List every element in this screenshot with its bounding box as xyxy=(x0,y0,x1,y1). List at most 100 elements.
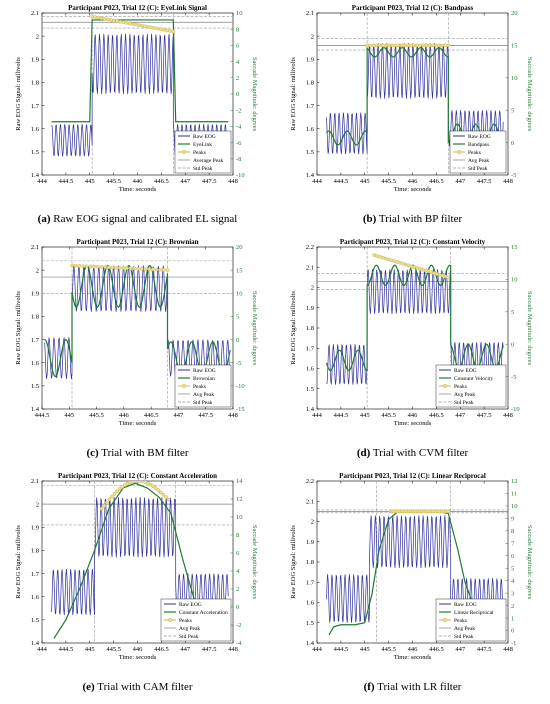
x-tick-label: 448 xyxy=(228,178,238,185)
peak-marker xyxy=(81,264,85,268)
plot-frame xyxy=(41,246,234,410)
chart-c-svg: Participant P023, Trial 12 (C): Brownian… xyxy=(15,238,258,427)
peak-marker xyxy=(158,27,163,32)
y2-tick-label: 8 xyxy=(236,26,239,33)
caption-text: Trial with LR filter xyxy=(377,681,462,693)
y2-tick-label: 20 xyxy=(236,244,243,251)
x-tick-label: 446 xyxy=(408,178,419,185)
peak-marker xyxy=(115,19,119,23)
y2-tick-label: 10 xyxy=(511,75,518,82)
y-tick-label: 1.8 xyxy=(31,548,39,555)
y-tick-label: 1.8 xyxy=(31,80,39,87)
legend-entry: Raw EOG xyxy=(193,134,216,140)
y-axis-label: Raw EOG Signal: millivolts xyxy=(290,57,297,131)
filtered-series xyxy=(326,46,504,146)
peak-marker xyxy=(77,264,82,268)
peak-marker xyxy=(168,29,173,33)
y2-tick-label: 3 xyxy=(511,590,514,597)
filtered-series xyxy=(51,19,229,123)
peak-marker xyxy=(124,20,129,25)
y2-tick-label: -1 xyxy=(511,640,516,647)
peak-marker xyxy=(125,266,129,271)
caption-label: (d) xyxy=(356,447,371,459)
x-tick-label: 445.5 xyxy=(106,646,121,653)
legend-swatch-marker xyxy=(181,383,187,389)
legend-entry: Avg Peak xyxy=(179,626,200,632)
plot-area xyxy=(317,247,508,409)
caption-label: (e) xyxy=(82,681,95,693)
y-tick-label: 2.1 xyxy=(306,264,314,271)
x-tick-label: 445.5 xyxy=(89,412,104,419)
chart-title: Participant P023, Trial 12 (C): Constant… xyxy=(58,472,217,480)
chart-title: Participant P023, Trial 12 (C): EyeLink … xyxy=(68,4,207,12)
x-tick-label: 446.5 xyxy=(154,178,169,185)
legend-entry: EyeLink xyxy=(193,142,212,148)
legend-entry: Constant Acceleration xyxy=(179,610,228,616)
y2-tick-label: 2 xyxy=(236,75,239,82)
plot-area xyxy=(42,247,233,409)
chart-panel-c: Participant P023, Trial 12 (C): Brownian… xyxy=(0,234,275,468)
peak-marker xyxy=(377,43,382,48)
peak-marker xyxy=(162,27,166,32)
chart-d-svg: Participant P023, Trial 12 (C): Constant… xyxy=(290,238,533,427)
y-tick-label: 2 xyxy=(36,33,39,40)
peak-marker xyxy=(430,43,435,48)
caption-label: (f) xyxy=(363,681,375,693)
y2-tick-label: 12 xyxy=(511,478,518,485)
panel-caption: (f) Trial with LR filter xyxy=(275,680,550,694)
peak-marker xyxy=(88,264,93,269)
x-tick-label: 446.5 xyxy=(429,412,444,419)
legend-entry: Avg Peak xyxy=(468,158,489,164)
y-axis-label: Raw EOG Signal: millivolts xyxy=(15,57,22,131)
peak-marker xyxy=(148,482,153,487)
y2-tick-label: 10 xyxy=(236,290,243,297)
y2-tick-label: 5 xyxy=(511,565,514,572)
peak-marker xyxy=(446,43,451,48)
y-tick-label: 2.1 xyxy=(31,10,39,17)
y-tick-label: 1.7 xyxy=(306,103,315,110)
x-tick-label: 446.5 xyxy=(154,646,169,653)
x-tick-label: 446.5 xyxy=(429,646,444,653)
peak-marker xyxy=(143,267,148,271)
peak-marker xyxy=(136,266,140,271)
y-tick-label: 1.4 xyxy=(31,406,40,413)
y-tick-label: 2.1 xyxy=(31,244,39,251)
legend-entry: Brownian xyxy=(193,376,215,382)
peak-marker xyxy=(374,43,379,48)
panel-caption: (d) Trial with CVM filter xyxy=(275,446,550,460)
y-tick-label: 1.8 xyxy=(306,559,314,566)
peak-marker xyxy=(95,264,100,269)
y2-tick-label: 10 xyxy=(236,10,243,17)
y2-tick-label: 15 xyxy=(236,267,243,274)
peak-marker xyxy=(112,18,116,23)
peak-marker xyxy=(433,43,438,48)
y-tick-label: 1.9 xyxy=(31,524,39,531)
peak-marker xyxy=(421,43,426,48)
x-tick-label: 445 xyxy=(85,178,95,185)
y2-tick-label: 4 xyxy=(236,59,240,66)
caption-text: Raw EOG signal and calibrated EL signal xyxy=(53,213,238,225)
y-tick-label: 1.4 xyxy=(306,172,315,179)
peak-marker xyxy=(121,266,126,270)
y2-tick-label: 10 xyxy=(511,503,518,510)
x-tick-label: 445 xyxy=(360,646,370,653)
y2-tick-label: 9 xyxy=(511,516,514,523)
y-tick-label: 1.6 xyxy=(31,594,40,601)
peak-marker xyxy=(412,43,416,48)
y2-tick-label: -6 xyxy=(236,140,242,147)
x-tick-label: 444 xyxy=(312,646,323,653)
peak-marker xyxy=(93,15,98,19)
chart-title: Participant P023, Trial 12 (C): Linear R… xyxy=(339,472,486,480)
y2-tick-label: 14 xyxy=(236,478,243,485)
peak-marker xyxy=(165,28,169,33)
chart-title: Participant P023, Trial 12 (C): Bandpass xyxy=(352,4,474,12)
peak-marker xyxy=(156,488,161,493)
peak-marker xyxy=(387,43,391,48)
plot-area xyxy=(317,481,508,643)
caption-text: Trial with BM filter xyxy=(101,447,189,459)
legend-entry: Avg Peak xyxy=(193,392,214,398)
peak-marker xyxy=(107,497,112,502)
peak-marker xyxy=(120,485,125,489)
x-tick-label: 446.5 xyxy=(144,412,159,419)
x-tick-label: 447.5 xyxy=(202,178,217,185)
